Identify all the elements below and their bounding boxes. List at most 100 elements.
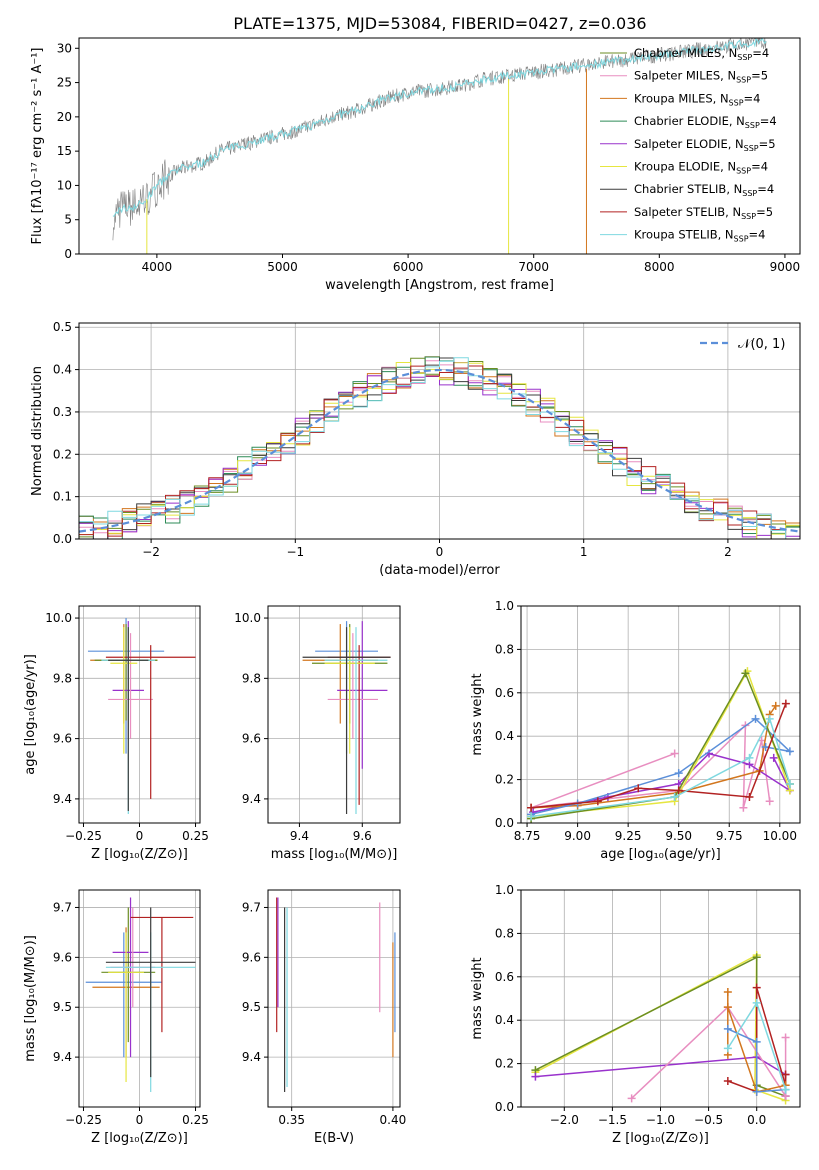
observed-spectrum-line <box>112 38 767 241</box>
y-tick-label: 9.8 <box>242 671 261 685</box>
y-tick-label: 0.2 <box>495 1057 514 1071</box>
mass-weight-vs-age-panel: 8.75 9.00 9.25 9.50 9.75 10.00 0.0 0.2 0.4 0.6 0.8… <box>470 599 801 862</box>
weight-point-marker <box>752 1037 761 1046</box>
weight-point-marker <box>527 803 536 812</box>
x-axis-label: Z [log₁₀(Z/Z⊙)] <box>612 1131 709 1146</box>
weight-series-line <box>531 705 777 809</box>
y-tick-label: 30 <box>57 41 72 55</box>
x-tick-label: 0.25 <box>182 829 209 843</box>
x-tick-label: −1.0 <box>646 1113 675 1127</box>
x-tick-label: −1.5 <box>598 1113 627 1127</box>
y-tick-label: 25 <box>57 76 72 90</box>
plot-area <box>527 667 794 823</box>
x-tick-label: 9.75 <box>716 829 743 843</box>
weight-point-marker <box>765 714 774 723</box>
weight-point-marker <box>670 792 679 801</box>
weight-point-marker <box>781 1070 790 1079</box>
age-vs-mass-panel: 9.4 9.6 9.4 9.6 9.8 10.0 mass [log₁₀(M/M⊙)] <box>234 605 401 862</box>
weight-point-marker <box>751 714 760 723</box>
legend-entry: Chabrier STELIB, NSSP=4 <box>634 182 774 198</box>
age-vs-metallicity-panel: −0.25 0 0.25 9.4 9.6 9.8 10.0 Z [log₁₀(Z/Z⊙)] ag… <box>23 605 209 862</box>
y-tick-label: 0.4 <box>53 363 72 377</box>
x-tick-label: 6000 <box>393 260 424 274</box>
x-axis-label: Z [log₁₀(Z/Z⊙)] <box>91 1131 188 1146</box>
y-tick-label: 9.4 <box>242 1050 261 1064</box>
x-tick-label: 4000 <box>142 260 173 274</box>
y-tick-label: 5 <box>64 213 72 227</box>
weight-point-marker <box>531 1072 540 1081</box>
weight-point-marker <box>765 797 774 806</box>
legend-entry-sub: SSP <box>737 53 752 62</box>
x-tick-label: 8000 <box>644 260 675 274</box>
weight-point-marker <box>634 784 643 793</box>
legend-entry-tail: =5 <box>751 69 768 83</box>
weight-point-marker <box>745 753 754 762</box>
legend-entry-tail: =5 <box>759 137 776 151</box>
x-axis-label: mass [log₁₀(M/M⊙)] <box>271 847 398 862</box>
y-tick-label: 0.2 <box>495 773 514 787</box>
legend-entry-sub: SSP <box>744 144 759 153</box>
weight-point-marker <box>769 753 778 762</box>
y-tick-label: 10.0 <box>45 611 72 625</box>
legend-entry-tail: =4 <box>751 160 768 174</box>
plot-area <box>276 897 396 1093</box>
weight-point-marker <box>741 669 750 678</box>
x-axis-label: age [log₁₀(age/yr)] <box>600 847 721 862</box>
model-spectrum-line <box>112 38 767 217</box>
legend-entry-sub: SSP <box>742 189 757 198</box>
y-tick-label: 9.4 <box>53 1050 72 1064</box>
y-tick-label: 9.4 <box>242 792 261 806</box>
y-tick-label: 9.7 <box>242 900 261 914</box>
weight-point-marker <box>739 803 748 812</box>
y-tick-label: 0.6 <box>495 686 514 700</box>
legend-entry-tail: =4 <box>752 46 769 60</box>
legend-entry: Salpeter ELODIE, NSSP=5 <box>634 137 776 153</box>
legend-entry: Salpeter MILES, NSSP=5 <box>634 69 768 85</box>
x-axis-label: wavelength [Angstrom, rest frame] <box>325 278 554 293</box>
legend-entry-tail: =4 <box>749 228 766 242</box>
weight-point-marker <box>745 792 754 801</box>
x-tick-label: 7000 <box>518 260 549 274</box>
legend-entry-name: Kroupa ELODIE, N <box>634 160 736 174</box>
weight-series-line <box>530 671 791 820</box>
legend-entry-tail: =4 <box>744 91 761 105</box>
normal-distribution-line <box>79 368 800 533</box>
x-tick-label: 9000 <box>770 260 801 274</box>
legend-entry: Kroupa MILES, NSSP=4 <box>634 91 760 107</box>
mass-vs-ebv-panel: 0.35 0.40 9.4 9.5 9.6 9.7 E(B-V) <box>242 889 407 1146</box>
x-tick-label: 0.0 <box>747 1113 766 1127</box>
legend-entry-sub: SSP <box>745 121 760 130</box>
weight-point-marker <box>593 797 602 806</box>
mass-weight-vs-metallicity-panel: −2.0 −1.5 −1.0 −0.5 0.0 0.0 0.2 0.4 0.6 0.8 1.0 Z [… <box>470 883 801 1146</box>
legend-entry-tail: =4 <box>760 114 777 128</box>
legend-entry-name: Salpeter ELODIE, N <box>634 137 744 151</box>
weight-point-marker <box>785 779 794 788</box>
x-tick-label: 0.40 <box>380 1113 407 1127</box>
y-tick-label: 9.4 <box>53 792 72 806</box>
y-tick-label: 9.5 <box>242 1000 261 1014</box>
x-axis-label: (data-model)/error <box>379 563 500 578</box>
y-tick-label: 0.0 <box>53 532 72 546</box>
residual-histogram-panel: 𝒩(0, 1) −2 −1 0 1 2 0.0 0.1 0.2 0.3 0.4 0.5 (data-mo… <box>30 320 801 578</box>
weight-point-marker <box>723 1024 732 1033</box>
y-tick-label: 9.6 <box>242 732 261 746</box>
y-tick-label: 15 <box>57 144 72 158</box>
x-tick-label: −0.5 <box>694 1113 723 1127</box>
legend-entry-sub: SSP <box>736 76 751 85</box>
x-tick-label: −2 <box>142 545 160 559</box>
plot-area <box>302 621 391 814</box>
legend-entry: Chabrier MILES, NSSP=4 <box>634 46 769 62</box>
legend-entry-tail: =4 <box>757 182 774 196</box>
y-tick-label: 9.5 <box>53 1000 72 1014</box>
legend-entry-name: Chabrier MILES, N <box>634 46 737 60</box>
weight-series-line <box>530 717 793 816</box>
weight-point-marker <box>723 987 732 996</box>
y-axis-label: Normed distribution <box>30 366 45 496</box>
weight-point-marker <box>723 1044 732 1053</box>
y-axis-label: Flux [fλ10⁻¹⁷ erg cm⁻² s⁻¹ A⁻¹] <box>30 48 45 245</box>
plot-area <box>87 618 196 814</box>
y-tick-label: 9.8 <box>53 671 72 685</box>
axes-frame <box>267 605 401 824</box>
weight-point-marker <box>781 1085 790 1094</box>
weight-point-marker <box>670 749 679 758</box>
